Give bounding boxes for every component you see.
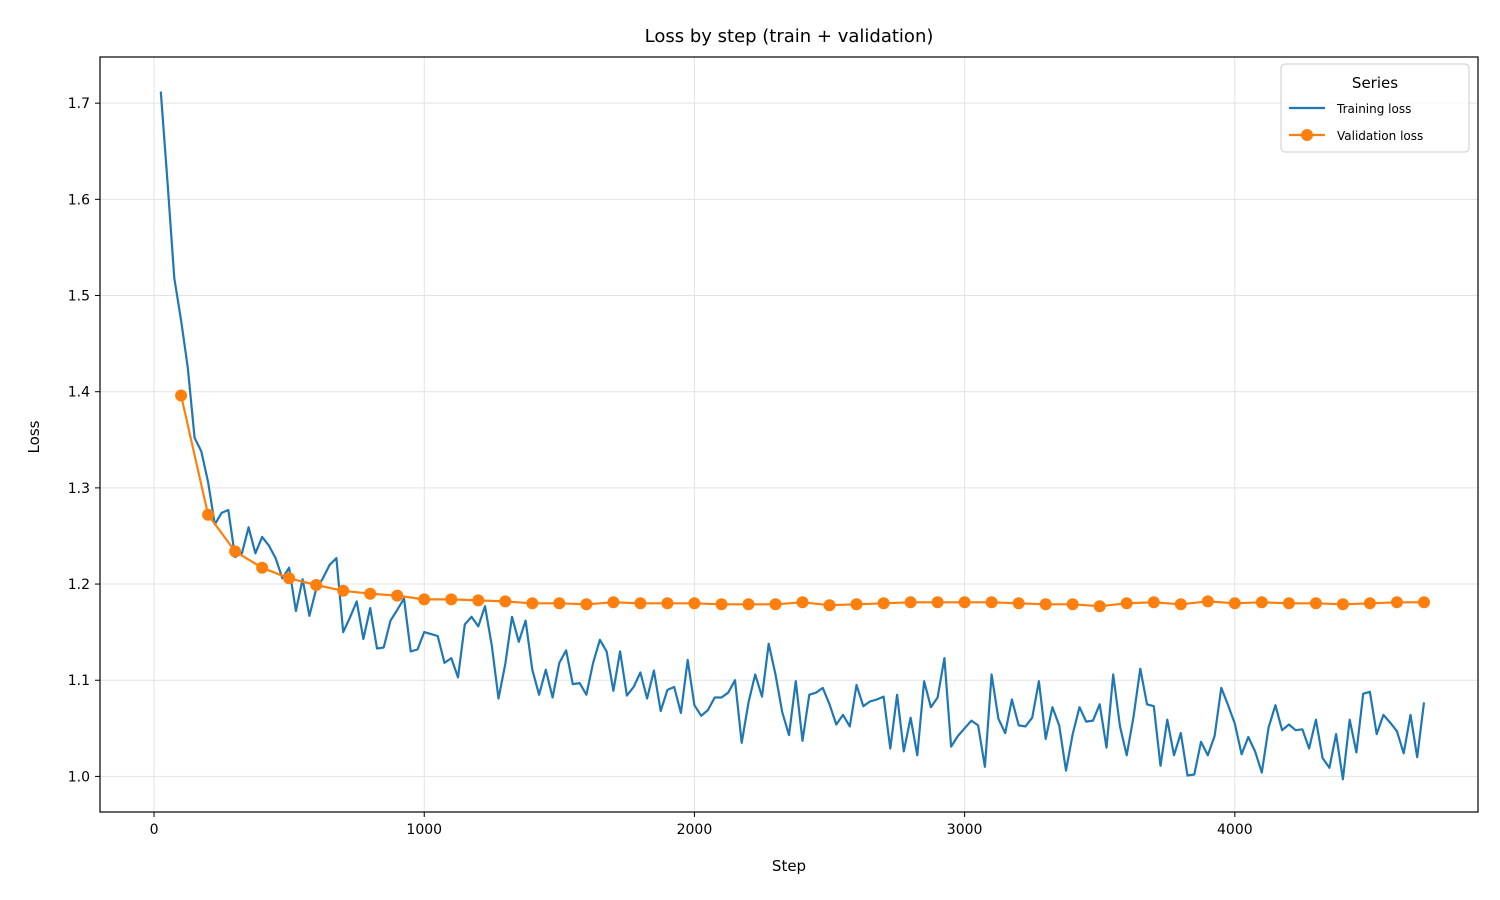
plot-frame [99, 56, 1479, 813]
y-tick-label: 1.0 [68, 769, 90, 785]
validation-point [823, 599, 836, 612]
y-tick-label: 1.6 [68, 192, 90, 208]
x-tick-label: 2000 [677, 822, 713, 838]
y-tick-label: 1.2 [68, 577, 90, 593]
validation-point [634, 597, 647, 610]
validation-point [985, 596, 998, 609]
validation-point [661, 597, 674, 610]
validation-point [229, 545, 242, 558]
legend-label-training: Training loss [1336, 102, 1411, 116]
validation-point [958, 596, 971, 609]
legend: Series Training loss Validation loss [1280, 63, 1470, 153]
series-line-1 [180, 395, 1424, 608]
x-tick-label: 0 [150, 822, 159, 838]
validation-point [1039, 598, 1052, 611]
validation-point [1066, 598, 1079, 611]
validation-point [418, 593, 431, 606]
validation-point [445, 593, 458, 606]
validation-point [499, 595, 512, 608]
validation-point [175, 389, 188, 402]
y-tick-label: 1.3 [68, 481, 90, 497]
legend-label-validation: Validation loss [1337, 129, 1423, 143]
validation-point [202, 508, 215, 521]
validation-point [337, 584, 350, 597]
validation-point [391, 589, 404, 602]
grid [100, 57, 1478, 812]
x-tick-label: 1000 [406, 822, 442, 838]
validation-point [715, 598, 728, 611]
validation-point [742, 598, 755, 611]
ticks: 0 1000 2000 3000 4000 1.0 1.1 1.2 1.3 1.4 1.5 1.6 1.… [68, 96, 1253, 838]
validation-point [472, 594, 485, 607]
validation-point [1147, 596, 1160, 609]
validation-point [1390, 596, 1403, 609]
validation-point [607, 596, 620, 609]
validation-point [688, 597, 701, 610]
validation-point [1418, 596, 1430, 609]
validation-point [769, 598, 782, 611]
validation-point [580, 598, 593, 611]
validation-point [553, 597, 566, 610]
validation-point [1012, 597, 1025, 610]
chart-title: Loss by step (train + validation) [645, 26, 934, 47]
validation-point [796, 596, 809, 609]
series-line-0 [159, 91, 1426, 781]
validation-point [1282, 597, 1295, 610]
validation-point [310, 579, 323, 591]
y-tick-label: 1.4 [68, 385, 90, 401]
validation-point [1201, 595, 1214, 608]
validation-point [1120, 597, 1133, 610]
validation-point [256, 561, 269, 574]
validation-point [1255, 596, 1268, 609]
validation-point [1363, 597, 1376, 610]
x-tick-label: 4000 [1217, 822, 1253, 838]
validation-point [1093, 600, 1106, 613]
validation-point [364, 587, 377, 600]
y-tick-label: 1.5 [68, 289, 90, 305]
legend-box [1280, 63, 1470, 153]
validation-point [904, 596, 917, 609]
validation-point [931, 596, 944, 609]
y-tick-label: 1.7 [68, 96, 90, 112]
validation-point [1228, 597, 1241, 610]
validation-point [877, 597, 890, 610]
y-tick-label: 1.1 [68, 673, 90, 689]
validation-point [1174, 598, 1187, 611]
x-axis-label: Step [772, 857, 806, 875]
x-tick-label: 3000 [947, 822, 983, 838]
validation-point [850, 598, 863, 611]
validation-point [1336, 598, 1349, 611]
validation-point [283, 572, 296, 585]
legend-title: Series [1352, 74, 1398, 92]
series-layer [159, 91, 1430, 781]
y-axis-label: Loss [25, 420, 43, 453]
validation-point [1309, 597, 1322, 610]
validation-point [526, 597, 539, 610]
legend-marker-validation [1301, 129, 1313, 141]
